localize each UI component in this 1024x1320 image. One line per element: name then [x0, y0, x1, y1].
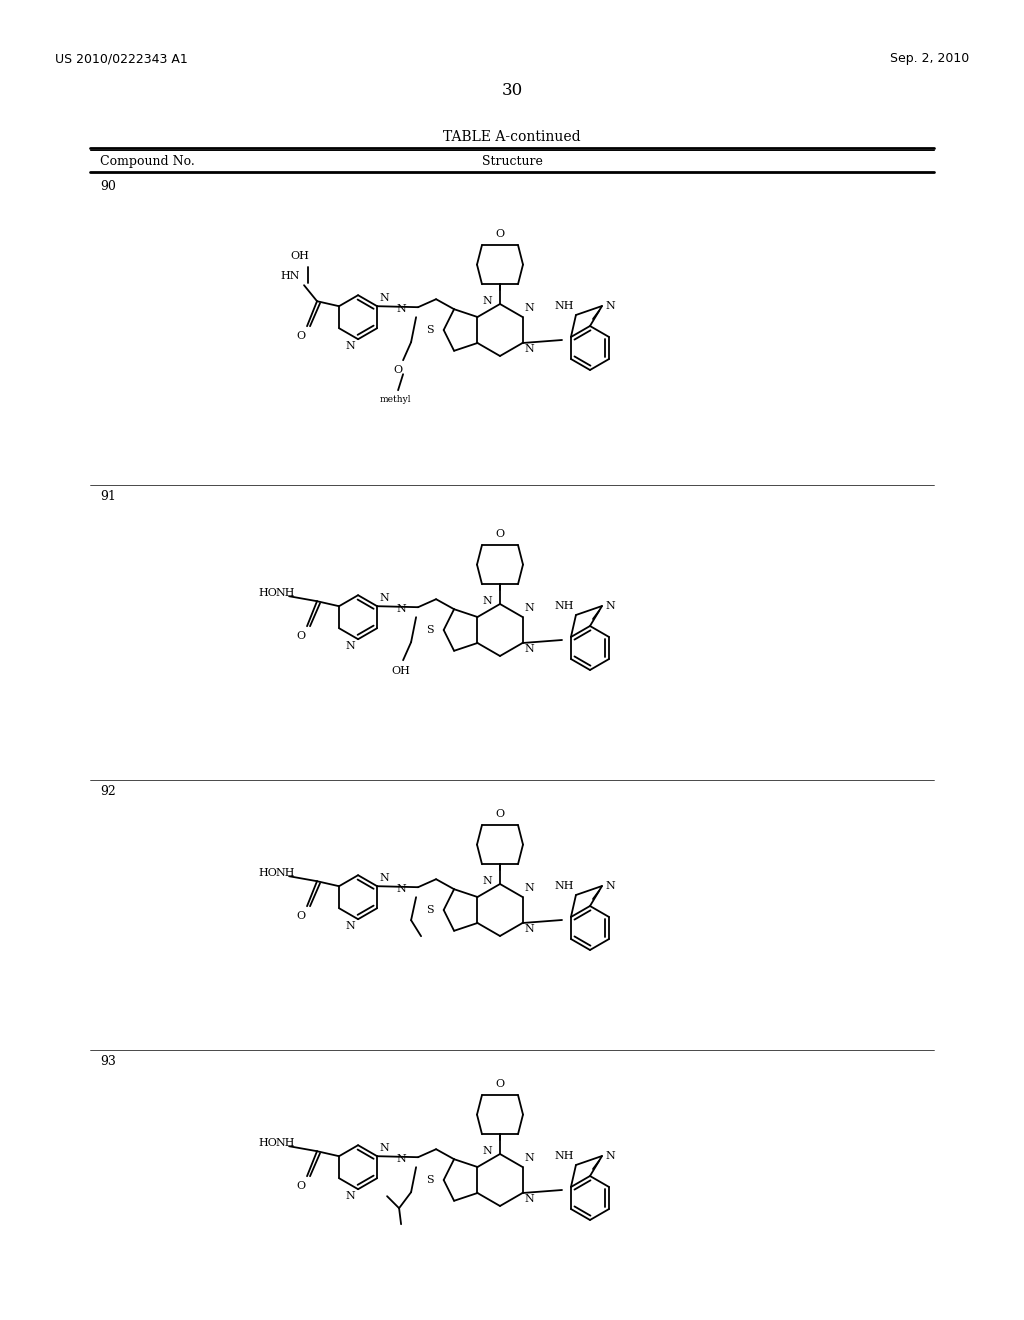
Text: NH: NH — [275, 1138, 295, 1148]
Text: N: N — [396, 605, 407, 614]
Text: O: O — [393, 366, 402, 375]
Text: 90: 90 — [100, 180, 116, 193]
Text: N: N — [524, 924, 535, 935]
Text: O: O — [496, 529, 505, 539]
Text: N: N — [482, 876, 492, 886]
Text: N: N — [345, 1191, 355, 1201]
Text: N: N — [345, 341, 355, 351]
Text: OH: OH — [291, 251, 309, 261]
Text: N: N — [379, 293, 389, 304]
Text: N: N — [396, 884, 407, 894]
Text: N: N — [379, 593, 389, 603]
Text: S: S — [426, 624, 434, 635]
Text: OH: OH — [391, 667, 411, 676]
Text: NH: NH — [554, 880, 573, 891]
Text: HO: HO — [258, 589, 278, 598]
Text: O: O — [496, 1078, 505, 1089]
Text: N: N — [482, 1146, 492, 1156]
Text: N: N — [524, 345, 535, 354]
Text: HN: HN — [281, 271, 300, 281]
Text: N: N — [379, 1143, 389, 1154]
Text: NH: NH — [554, 301, 573, 312]
Text: TABLE A-continued: TABLE A-continued — [443, 129, 581, 144]
Text: NH: NH — [554, 1151, 573, 1162]
Text: methyl: methyl — [379, 395, 411, 404]
Text: HO: HO — [258, 1138, 278, 1148]
Text: O: O — [297, 331, 305, 341]
Text: N: N — [396, 1154, 407, 1164]
Text: O: O — [496, 228, 505, 239]
Text: O: O — [297, 631, 305, 642]
Text: 30: 30 — [502, 82, 522, 99]
Text: N: N — [605, 880, 614, 891]
Text: N: N — [524, 304, 535, 313]
Text: S: S — [426, 325, 434, 335]
Text: N: N — [524, 883, 535, 894]
Text: N: N — [482, 597, 492, 606]
Text: N: N — [605, 601, 614, 611]
Text: Structure: Structure — [481, 154, 543, 168]
Text: N: N — [379, 874, 389, 883]
Text: O: O — [496, 809, 505, 818]
Text: NH: NH — [275, 589, 295, 598]
Text: N: N — [524, 1195, 535, 1204]
Text: S: S — [426, 906, 434, 915]
Text: Sep. 2, 2010: Sep. 2, 2010 — [890, 51, 969, 65]
Text: N: N — [345, 642, 355, 651]
Text: O: O — [297, 1181, 305, 1191]
Text: O: O — [297, 911, 305, 921]
Text: N: N — [396, 304, 407, 314]
Text: US 2010/0222343 A1: US 2010/0222343 A1 — [55, 51, 187, 65]
Text: N: N — [524, 644, 535, 653]
Text: N: N — [605, 301, 614, 312]
Text: N: N — [524, 603, 535, 612]
Text: S: S — [426, 1175, 434, 1185]
Text: NH: NH — [554, 601, 573, 611]
Text: N: N — [482, 296, 492, 306]
Text: HO: HO — [258, 869, 278, 878]
Text: N: N — [524, 1152, 535, 1163]
Text: Compound No.: Compound No. — [100, 154, 195, 168]
Text: 92: 92 — [100, 785, 116, 799]
Text: N: N — [345, 921, 355, 931]
Text: NH: NH — [275, 869, 295, 878]
Text: 91: 91 — [100, 490, 116, 503]
Text: N: N — [605, 1151, 614, 1162]
Text: 93: 93 — [100, 1055, 116, 1068]
